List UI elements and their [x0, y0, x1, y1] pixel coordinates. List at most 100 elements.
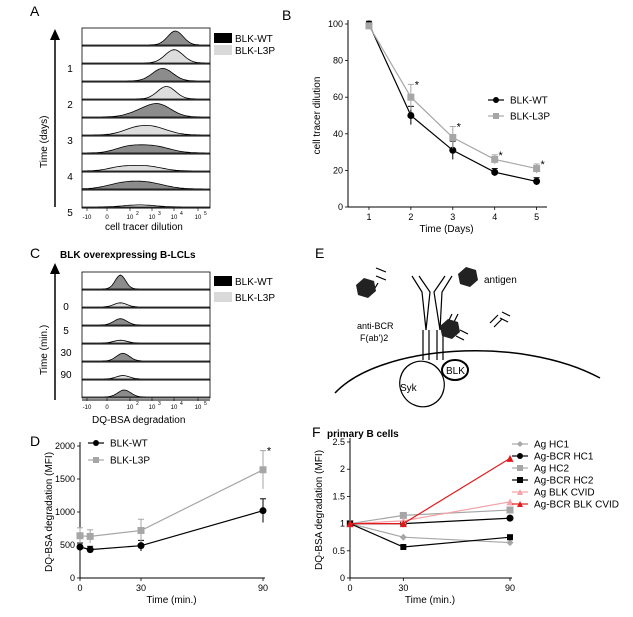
- panel-c-row-curve-3: [82, 339, 210, 344]
- panel-c-row-box-0: [81, 271, 211, 291]
- panel-b-ytick-label-0: 0: [338, 202, 343, 212]
- panel-d-xtick-label-2: 90: [258, 583, 268, 593]
- panel-d-point-1-0: [76, 532, 84, 540]
- panel-c-tick-label-3: 10: [149, 405, 156, 411]
- panel-b-point-1-2: [449, 133, 457, 141]
- panel-b-ytick-label-1: 20: [333, 165, 343, 175]
- panel-c-title: BLK overexpressing B-LCLs: [60, 250, 196, 261]
- panel-c-tick-label-0: -10: [83, 405, 92, 411]
- panel-a-legend-wt: BLK-WT: [235, 34, 273, 45]
- panel-a-tick-label-1: 0: [105, 215, 109, 221]
- panel-f-ytick-label-4: 2: [340, 464, 345, 474]
- panel-f-xtick-label-1: 30: [398, 583, 408, 593]
- panel-d-ytick-label-2: 1000: [55, 507, 75, 517]
- panel-d-ytick-label-0: 0: [70, 573, 75, 583]
- panel-c-row-curve-2: [82, 318, 210, 326]
- panel-a-legend-wt-swatch: [214, 33, 232, 43]
- panel-c-tick-exp-3: 3: [158, 401, 161, 407]
- panel-f-point-3-1: [400, 543, 407, 550]
- panel-c-xlabel: DQ-BSA degradation: [92, 415, 185, 426]
- panel-c-row-box-1: [81, 289, 211, 309]
- panel-c-ylabel: Time (min.): [39, 325, 50, 375]
- fab-label: F(ab')2: [360, 333, 388, 343]
- panel-a-tick-label-4: 10: [171, 215, 178, 221]
- panel-a-tick-exp-3: 3: [158, 211, 161, 217]
- panel-b-ylabel: cell tracer dilution: [312, 77, 323, 155]
- panel-f-legend-label-5: Ag-BCR BLK CVID: [534, 500, 619, 511]
- panel-f-legend-label-4: Ag BLK CVID: [534, 488, 595, 499]
- panel-d-ytick-label-4: 2000: [55, 441, 75, 451]
- panel-c-legend-l3p: BLK-L3P: [235, 293, 275, 304]
- panel-c-tick-exp-2: 2: [136, 401, 139, 407]
- panel-f-ylabel: DQ-BSA degradation (MFI): [314, 450, 325, 570]
- antigen-hexagon-3: [440, 319, 460, 339]
- panel-a-xlabel: cell tracer dilution: [105, 222, 183, 233]
- panel-b-point-1-4: [533, 165, 541, 173]
- panel-b-xtick-label-4: 5: [534, 212, 539, 222]
- panel-b-ytick-label-2: 40: [333, 129, 343, 139]
- panel-a-row-curve-4: [82, 103, 210, 118]
- syk-ellipse: [399, 360, 445, 408]
- panel-f-legend-marker-3: [517, 477, 523, 483]
- panel-f-point-5-2: [506, 454, 514, 462]
- panel-d-xtick-label-0: 0: [77, 583, 82, 593]
- panel-c-legend-l3p-swatch: [214, 292, 232, 302]
- panel-d-ytick-label-1: 500: [60, 540, 75, 550]
- panel-b-xtick-label-0: 1: [366, 212, 371, 222]
- panel-b-point-0-1: [407, 112, 415, 119]
- panel-a-row-box-3: [81, 81, 211, 101]
- panel-b-ytick-label-5: 100: [328, 19, 343, 29]
- antigen-label: antigen: [484, 275, 517, 286]
- panel-f-series-line-3: [349, 523, 511, 548]
- panel-a-row-curve-0: [82, 30, 210, 46]
- panel-a-row-curve-3: [82, 86, 210, 100]
- panel-d-point-1-2: [137, 526, 145, 534]
- panel-f-xlabel: Time (min.): [405, 595, 455, 606]
- panel-b-ytick-label-3: 60: [333, 92, 343, 102]
- panel-b-point-0-4: [533, 177, 541, 185]
- panel-c-tick-label-2: 10: [127, 405, 134, 411]
- panel-a-tick-exp-5: 5: [204, 211, 207, 217]
- panel-b-letter: B: [282, 7, 291, 23]
- blk-ellipse: [441, 359, 469, 381]
- panel-c-legend-wt: BLK-WT: [235, 277, 273, 288]
- panel-c-row-box-6: [81, 379, 211, 399]
- panel-f-xtick-label-0: 0: [347, 583, 352, 593]
- panel-f-ytick-label-5: 2.5: [332, 437, 345, 447]
- panel-d-point-0-1: [86, 546, 94, 554]
- panel-b-point-1-3: [491, 155, 499, 163]
- panel-c-tick-label-4: 10: [171, 405, 178, 411]
- panel-c-row-label-1: 5: [63, 326, 69, 337]
- panel-f-point-3-2: [507, 534, 513, 541]
- panel-a-legend-l3p: BLK-L3P: [235, 46, 275, 57]
- panel-a-ylabel: Time (days): [39, 116, 50, 168]
- panel-f-point-0-2: [506, 539, 514, 547]
- panel-b-xtick-label-1: 2: [408, 212, 413, 222]
- panel-b-point-1-0: [365, 22, 373, 30]
- panel-d-series-line-1: [79, 469, 264, 538]
- panel-b-legend-label-0: BLK-WT: [510, 96, 548, 107]
- panel-c-axes: [50, 263, 210, 401]
- panel-a-row-curve-5: [82, 125, 210, 136]
- panel-c-row-curve-6: [82, 389, 210, 398]
- panel-d-point-1-1: [86, 532, 94, 540]
- panel-f-legend-marker-5: [517, 501, 523, 507]
- antigen-hexagon-1: [356, 278, 376, 298]
- panel-f-title: primary B cells: [327, 429, 399, 440]
- panel-b-point-0-2: [449, 146, 457, 154]
- panel-f-letter: F: [312, 424, 321, 440]
- panel-b-star-2: *: [499, 150, 504, 162]
- panel-d-series-line-0: [79, 510, 264, 551]
- panel-d-legend-label-0: BLK-WT: [110, 439, 148, 450]
- panel-c-row-box-5: [81, 361, 211, 381]
- panel-c-row-box-3: [81, 325, 211, 345]
- panel-d-xtick-label-1: 30: [136, 583, 146, 593]
- panel-c-row-label-3: 90: [60, 370, 72, 381]
- panel-a-row-curve-1: [82, 49, 210, 64]
- panel-d-ylabel: DQ-BSA degradation (MFI): [44, 452, 55, 572]
- panel-c-row-label-0: 0: [63, 302, 69, 313]
- panel-c-tick-exp-4: 4: [180, 401, 183, 407]
- panel-f-point-4-2: [506, 498, 514, 506]
- panel-f-legend-label-0: Ag HC1: [534, 440, 569, 451]
- panel-f-point-2-1: [399, 511, 407, 519]
